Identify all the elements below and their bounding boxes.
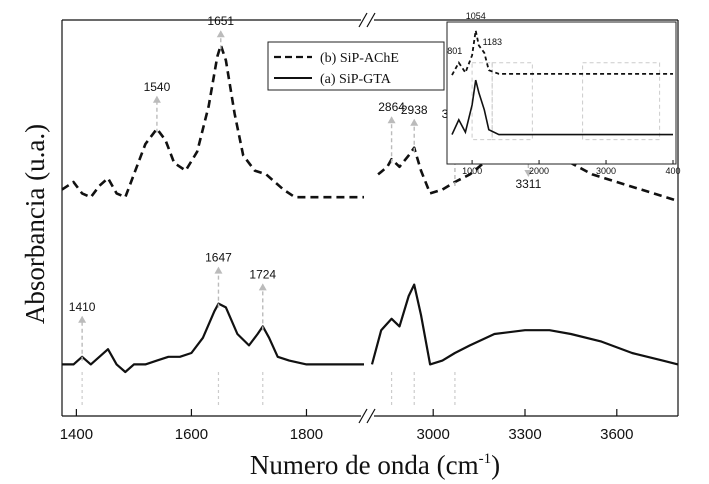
inset-tick-label: 3000 (596, 166, 616, 176)
annotation-arrowhead (387, 116, 396, 124)
x-tick-label: 1800 (290, 426, 323, 443)
series-sip-ache-line (61, 43, 364, 199)
annotation-label: 2938 (401, 103, 428, 117)
x-axis-label: Numero de onda (cm-1) (250, 450, 500, 480)
annotation-label: 3311 (515, 177, 541, 191)
axis-break-bottom (358, 408, 376, 424)
annotation-arrowhead (78, 315, 87, 323)
series-sip-gta-line (370, 283, 679, 366)
x-axis-label-superscript: -1 (479, 451, 492, 467)
x-axis-ticks: 1400 1600 1800 3000 3300 3600 (60, 409, 633, 443)
annotation-label: 1724 (249, 267, 276, 281)
x-tick-label: 3000 (417, 426, 450, 443)
inset-peak-label: 1054 (466, 11, 486, 21)
inset-peak-label: 1183 (483, 37, 502, 47)
inset-tick-label: 400 (665, 166, 680, 176)
legend-label-sip-ache: (b) SiP-AChE (320, 51, 399, 66)
series-sip-gta-line (62, 302, 364, 374)
x-axis-label-close: ) (491, 450, 500, 480)
annotation-arrowhead (410, 118, 419, 126)
plot-frame (61, 12, 679, 424)
y-axis-label: Absorbancia (u.a.) (20, 124, 50, 324)
annotation-arrowhead (216, 30, 225, 38)
legend-label-sip-gta: (a) SiP-GTA (320, 72, 392, 87)
inset-tick-label: 2000 (529, 166, 549, 176)
x-tick-label: 1600 (175, 426, 208, 443)
x-axis-label-main: Numero de onda (cm (250, 450, 479, 480)
annotation-arrowhead (524, 170, 533, 177)
annotation-label: 1647 (205, 251, 232, 265)
x-tick-label: 3300 (508, 426, 541, 443)
inset-region-box (491, 62, 533, 141)
series-sip-ache-line (377, 142, 679, 203)
inset-series-sip-ache (451, 30, 673, 76)
annotation-arrowhead (152, 95, 161, 103)
annotation-label: 1410 (69, 300, 96, 314)
annotation-arrowhead (214, 266, 223, 274)
annotation-label: 1651 (207, 14, 234, 28)
inset-peak-label: 801 (447, 46, 462, 56)
inset-region-box (582, 62, 661, 141)
axis-break-top (358, 12, 376, 28)
annotation-label: 1540 (144, 80, 171, 94)
annotation-label: 2864 (378, 100, 405, 114)
legend: (b) SiP-AChE (a) SiP-GTA (267, 41, 445, 91)
inset-chart: 1000 2000 3000 400 801 1054 1183 (446, 11, 681, 176)
inset-tick-label: 1000 (462, 166, 482, 176)
annotation-arrowhead (258, 283, 267, 291)
x-tick-label: 3600 (600, 426, 633, 443)
x-tick-label: 1400 (60, 426, 93, 443)
inset-series-sip-gta (451, 79, 673, 136)
series-layer (61, 43, 679, 374)
